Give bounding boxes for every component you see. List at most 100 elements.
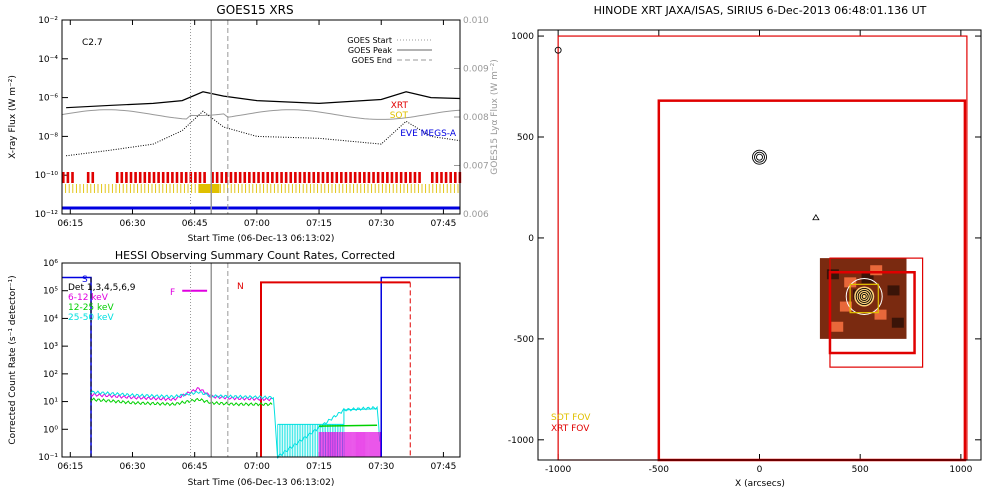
xrt-coverage-tick — [340, 172, 343, 183]
xrs-series-line — [66, 91, 461, 109]
xrt-legend-sot: SOT FOV — [551, 413, 591, 423]
contour-ring — [754, 151, 765, 163]
hessi-xlabel: Start Time (06-Dec-13 06:13:02) — [188, 478, 335, 488]
xrt-coverage-tick — [444, 172, 448, 183]
contour-ring — [554, 46, 562, 54]
xrt-image-ring — [845, 277, 883, 315]
sot-coverage-block — [198, 184, 220, 193]
xrt-coverage-tick — [298, 172, 302, 183]
xrt-coverage-tick — [152, 172, 156, 183]
xrt-coverage-tick — [86, 172, 90, 183]
xrt-coverage-tick — [161, 172, 165, 183]
xrt-x-tick-label: 500 — [852, 465, 869, 475]
hessi-x-tick-label: 06:45 — [182, 462, 208, 472]
goes-y-tick-label: 10⁻¹⁰ — [35, 171, 59, 181]
hessi-panel: HESSI Observing Summary Count Rates, Cor… — [8, 249, 461, 488]
fov-box-xrt — [657, 99, 967, 462]
xrt-frame — [537, 29, 982, 461]
goes-sot-label: SOT — [390, 111, 409, 121]
goes-x-tick-label: 07:00 — [244, 219, 270, 229]
hessi-legend-12-25: 12-25 keV — [68, 303, 114, 313]
xrt-coverage-tick — [275, 172, 279, 183]
xrt-coverage-tick — [330, 172, 334, 183]
hessi-legend-25-50: 25-50 keV — [68, 313, 114, 323]
xrt-coverage-tick — [271, 172, 274, 183]
lya-flux-line — [61, 109, 461, 120]
contour-ring — [855, 288, 873, 305]
xrt-coverage-tick — [66, 172, 70, 183]
hessi-plot-area: 06:15 06:30 06:45 07:00 07:15 07:30 07:45 10⁶ 10… — [38, 259, 460, 472]
hessi-x-tick-label: 07:00 — [244, 462, 270, 472]
xrt-x-tick-label: 0 — [757, 465, 763, 475]
xrt-coverage-tick — [404, 172, 408, 183]
xrt-y-tick-label: 0 — [528, 234, 534, 244]
xrt-coverage-tick — [440, 172, 443, 183]
xrt-coverage-tick — [62, 172, 65, 183]
xrt-x-tick-label: 1000 — [949, 465, 972, 475]
goes-y-tick-label: 10⁻⁶ — [38, 94, 58, 104]
xrt-coverage-tick — [381, 172, 385, 183]
xrt-x-tick-label: -1000 — [545, 465, 571, 475]
xrt-coverage-tick — [115, 172, 119, 183]
goes-xlabel: Start Time (06-Dec-13 06:13:02) — [188, 234, 335, 244]
xrt-coverage-tick — [449, 172, 452, 183]
hessi-y-tick-label: 10⁰ — [43, 425, 58, 435]
hessi-y-tick-label: 10⁻¹ — [38, 453, 58, 463]
xrt-coverage-tick — [435, 172, 439, 183]
xrt-coverage-tick — [317, 172, 320, 183]
xrt-y-tick-label: 1000 — [511, 32, 534, 42]
xrt-coverage-tick — [430, 172, 434, 183]
hessi-y-tick-label: 10³ — [43, 342, 58, 352]
xrt-coverage-tick — [307, 172, 311, 183]
xrt-image-texture — [870, 265, 883, 276]
xrt-coverage-tick — [289, 172, 293, 183]
xrt-coverage-tick — [413, 172, 417, 183]
xrt-title: HINODE XRT JAXA/ISAS, SIRIUS 6-Dec-2013 … — [594, 4, 927, 17]
goes-ylabel: X-ray Flux (W m⁻²) — [8, 75, 18, 159]
xrt-image-core — [854, 286, 875, 307]
goes-x-tick-label: 07:45 — [430, 219, 456, 229]
xrt-coverage-tick — [120, 172, 124, 183]
xrt-coverage-tick — [220, 172, 224, 183]
hessi-x-tick-label: 07:45 — [430, 462, 456, 472]
xrt-coverage-tick — [372, 172, 375, 183]
fov-box-xrt — [828, 271, 916, 355]
xrt-coverage-tick — [363, 172, 366, 183]
xrt-coverage-tick — [91, 172, 95, 183]
xrt-image-texture — [831, 321, 844, 332]
xrt-coverage-tick — [198, 172, 202, 183]
xrt-coverage-tick — [395, 172, 398, 183]
hessi-title: HESSI Observing Summary Count Rates, Cor… — [115, 249, 395, 262]
xrt-image-texture — [844, 277, 857, 288]
xrt-coverage-tick — [134, 172, 137, 183]
xrt-coverage-tick — [129, 172, 133, 183]
xrt-panel: HINODE XRT JAXA/ISAS, SIRIUS 6-Dec-2013 … — [508, 4, 982, 489]
hessi-x-tick-label: 07:15 — [306, 462, 332, 472]
xrt-plot-area: -1000 -500 0 500 1000 1000 500 0 -500 -1000 — [508, 30, 981, 475]
xrt-coverage-tick — [326, 172, 329, 183]
xrt-coverage-tick — [390, 172, 394, 183]
goes-y-tick-label-right: 0.010 — [463, 16, 489, 26]
xrt-image-texture — [891, 317, 904, 328]
xrs-series-line — [66, 110, 461, 157]
xrt-coverage-tick — [335, 172, 339, 183]
hessi-legend-6-12: 6-12 keV — [68, 293, 109, 303]
xrt-image-texture — [887, 285, 900, 296]
xrt-coverage-tick — [284, 172, 288, 183]
goes-x-tick-label: 07:15 — [306, 219, 332, 229]
goes-x-tick-label: 06:45 — [182, 219, 208, 229]
goes-y-tick-label-right: 0.006 — [463, 210, 489, 220]
xrt-x-tick-label: -500 — [649, 465, 670, 475]
goes-ylabel-right: GOES15 Lyα Flux (W m⁻²) — [490, 59, 500, 175]
xrt-coverage-tick — [225, 172, 228, 183]
goes-y-tick-label: 10⁻⁸ — [38, 132, 58, 142]
hessi-green-floor — [319, 424, 378, 427]
goes-panel: GOES15 XRS 06:15 06:30 06:45 07:00 07:15 07:3… — [8, 3, 500, 244]
xrt-coverage-tick — [303, 172, 306, 183]
xrt-coverage-tick — [203, 172, 206, 183]
goes-legend-peak: GOES Peak — [348, 46, 393, 55]
contour-ring — [861, 294, 867, 299]
xrt-coverage-tick — [243, 172, 247, 183]
goes-eve-label: EVE MEGS-A — [400, 129, 457, 139]
